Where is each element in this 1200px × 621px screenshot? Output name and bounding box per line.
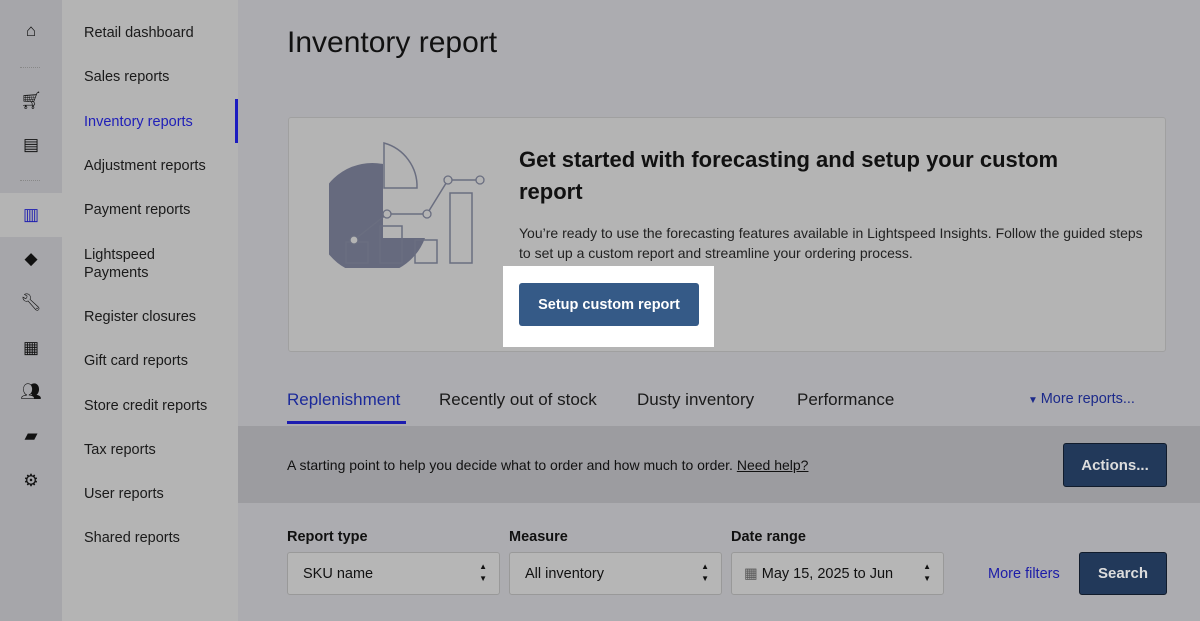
measure-select[interactable]: All inventory ▲ ▼ — [509, 552, 722, 595]
date-range-value: May 15, 2025 to Jun — [761, 566, 894, 582]
tab-dusty-inventory[interactable]: Dusty inventory — [637, 390, 755, 409]
icon-rail: ⌂ 🛒︎ ▤ ▥ ◆ 🔧︎ ▦ 👥︎ ▰ ⚙ — [0, 0, 62, 621]
search-button[interactable]: Search — [1079, 552, 1167, 595]
divider — [20, 180, 40, 181]
reports-sidebar: Retail dashboard Sales reports Inventory… — [62, 0, 238, 621]
actions-button[interactable]: Actions... — [1063, 443, 1167, 487]
reports-icon[interactable]: ▥ — [0, 193, 62, 237]
sidebar-item-shared-reports[interactable]: Shared reports — [84, 530, 180, 546]
sidebar-item-gift-card-reports[interactable]: Gift card reports — [84, 353, 188, 369]
calendar-icon: ▦ — [744, 566, 762, 582]
report-type-label: Report type — [287, 529, 368, 545]
sidebar-item-user-reports[interactable]: User reports — [84, 486, 164, 502]
promo-body: You’re ready to use the forecasting feat… — [519, 225, 1143, 261]
more-reports-dropdown[interactable]: ▼ More reports... — [1028, 391, 1135, 407]
divider — [20, 67, 40, 68]
active-indicator — [235, 99, 238, 143]
active-tab-underline — [287, 421, 406, 424]
date-range-label: Date range — [731, 529, 806, 545]
sidebar-item-tax-reports[interactable]: Tax reports — [84, 442, 156, 458]
inventory-icon[interactable]: ▦ — [22, 338, 40, 357]
sidebar-item-retail-dashboard[interactable]: Retail dashboard — [84, 25, 194, 41]
tab-recently-out-of-stock[interactable]: Recently out of stock — [439, 390, 597, 409]
sort-arrows-icon: ▲ ▼ — [479, 562, 487, 583]
report-type-select[interactable]: SKU name ▲ ▼ — [287, 552, 500, 595]
page-title: Inventory report — [287, 26, 498, 59]
sidebar-item-adjustment-reports[interactable]: Adjustment reports — [84, 158, 206, 174]
sidebar-item-inventory-reports[interactable]: Inventory reports — [84, 114, 193, 130]
measure-value: All inventory — [525, 566, 604, 582]
date-range-input[interactable]: ▦ May 15, 2025 to Jun ▲ ▼ — [731, 552, 944, 595]
customers-icon[interactable]: 👥︎ — [20, 382, 42, 401]
gear-icon[interactable]: ⚙ — [23, 471, 39, 490]
sidebar-item-store-credit-reports[interactable]: Store credit reports — [84, 398, 208, 414]
home-icon[interactable]: ⌂ — [25, 21, 37, 40]
sort-arrows-icon: ▲ ▼ — [701, 562, 709, 583]
report-type-value: SKU name — [303, 566, 374, 582]
need-help-link[interactable]: Need help? — [736, 457, 809, 473]
tab-performance[interactable]: Performance — [797, 390, 895, 409]
wrench-icon[interactable]: 🔧︎ — [20, 293, 42, 312]
sort-arrows-icon: ▲ ▼ — [923, 562, 931, 583]
chart-illustration — [329, 142, 485, 268]
sidebar-item-sales-reports[interactable]: Sales reports — [84, 69, 170, 85]
tag-icon[interactable]: ◆ — [24, 249, 38, 268]
tab-replenishment[interactable]: Replenishment — [287, 390, 401, 409]
setup-custom-report-button[interactable]: Setup custom report — [519, 283, 699, 326]
description-band: A starting point to help you decide what… — [238, 426, 1200, 503]
promo-heading: Get started with forecasting and setup y… — [519, 147, 1059, 204]
caret-down-icon: ▼ — [1028, 395, 1041, 406]
measure-label: Measure — [509, 529, 568, 545]
sidebar-item-register-closures[interactable]: Register closures — [84, 309, 197, 325]
sidebar-item-payment-reports[interactable]: Payment reports — [84, 202, 191, 218]
wallet-icon[interactable]: ▰ — [24, 426, 38, 445]
more-filters-link[interactable]: More filters — [988, 566, 1060, 582]
cart-icon[interactable]: 🛒︎ — [20, 91, 42, 110]
description-text: A starting point to help you decide what… — [287, 457, 733, 473]
forecasting-promo-card: Get started with forecasting and setup y… — [288, 117, 1166, 352]
more-reports-label: More reports... — [1040, 391, 1135, 407]
register-icon[interactable]: ▤ — [22, 135, 40, 154]
sidebar-item-lightspeed-payments[interactable]: Lightspeed Payments — [84, 247, 155, 281]
